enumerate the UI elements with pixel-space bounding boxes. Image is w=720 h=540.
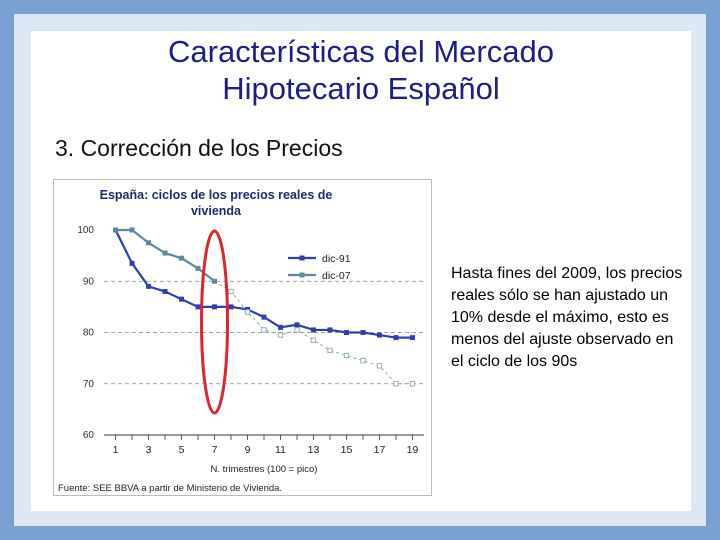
x-tick-label: 13 xyxy=(308,444,320,456)
legend-label-dic-07: dic-07 xyxy=(322,270,351,282)
x-tick-label: 1 xyxy=(113,444,119,456)
data-point-dic-91 xyxy=(376,332,382,338)
y-tick-label: 100 xyxy=(77,225,94,236)
x-tick-label: 17 xyxy=(374,444,386,456)
x-tick-label: 5 xyxy=(179,444,185,456)
chart-xlabel: N. trimestres (100 = pico) xyxy=(211,464,318,475)
chart-title-line2: vivienda xyxy=(191,204,242,218)
data-point-dic-07 xyxy=(409,381,416,387)
data-point-dic-07 xyxy=(393,381,399,387)
data-point-dic-07 xyxy=(228,288,234,295)
data-point-dic-91 xyxy=(393,335,399,341)
data-point-dic-07 xyxy=(310,337,317,343)
chart-panel: España: ciclos de los precios reales de … xyxy=(53,179,432,496)
data-point-dic-91 xyxy=(179,296,185,302)
data-point-dic-91 xyxy=(409,335,415,341)
slide-subtitle: 3. Corrección de los Precios xyxy=(55,135,343,161)
legend-label-dic-91: dic-91 xyxy=(322,253,351,265)
slide-title: Características del Mercado Hipotecario … xyxy=(31,33,691,107)
x-tick-label: 15 xyxy=(341,444,353,456)
data-point-dic-07 xyxy=(294,327,300,333)
data-point-dic-07 xyxy=(244,309,251,315)
data-point-dic-91 xyxy=(195,304,201,310)
data-point-dic-91 xyxy=(212,304,218,310)
legend-marker-dic-07 xyxy=(299,272,305,278)
data-point-dic-07 xyxy=(212,278,218,284)
slide-title-line2: Hipotecario Español xyxy=(222,71,500,106)
series-line-dic-91 xyxy=(114,229,413,339)
data-point-dic-07 xyxy=(146,240,152,246)
legend-marker-dic-91 xyxy=(299,255,305,261)
data-point-dic-07 xyxy=(360,358,366,364)
chart-source: Fuente: SEE BBVA a partir de Ministerio … xyxy=(58,483,282,494)
data-point-dic-91 xyxy=(360,330,366,335)
y-tick-label: 70 xyxy=(83,379,95,390)
data-point-dic-91 xyxy=(277,324,283,330)
data-point-dic-07 xyxy=(277,332,284,338)
y-tick-label: 80 xyxy=(83,328,95,339)
data-point-dic-07 xyxy=(113,227,119,233)
price-cycles-chart: España: ciclos de los precios reales de … xyxy=(58,188,424,494)
data-point-dic-91 xyxy=(327,327,333,333)
data-point-dic-07 xyxy=(129,227,135,233)
data-point-dic-07 xyxy=(327,347,333,354)
x-tick-label: 11 xyxy=(275,444,286,456)
series-line-dic-07 xyxy=(115,228,216,283)
data-point-dic-07 xyxy=(343,352,350,359)
data-point-dic-07 xyxy=(261,327,267,333)
data-point-dic-07 xyxy=(162,250,168,256)
data-point-dic-91 xyxy=(261,314,267,320)
highlight-ellipse xyxy=(200,229,230,415)
data-point-dic-91 xyxy=(129,260,135,266)
x-tick-label: 19 xyxy=(407,444,419,456)
data-point-dic-91 xyxy=(162,289,168,294)
x-tick-label: 7 xyxy=(212,444,218,456)
x-tick-label: 3 xyxy=(146,444,152,456)
data-point-dic-91 xyxy=(294,322,300,328)
data-point-dic-07 xyxy=(195,265,201,271)
data-point-dic-91 xyxy=(146,283,152,289)
data-point-dic-07 xyxy=(376,363,383,369)
slide: Características del Mercado Hipotecario … xyxy=(31,31,691,511)
y-tick-label: 60 xyxy=(83,430,95,441)
data-point-dic-91 xyxy=(310,327,316,333)
x-tick-label: 9 xyxy=(245,444,251,456)
data-point-dic-91 xyxy=(228,304,234,310)
y-tick-label: 90 xyxy=(83,276,95,287)
slide-title-line1: Características del Mercado xyxy=(168,34,554,69)
side-text: Hasta fines del 2009, los precios reales… xyxy=(451,265,683,370)
data-point-dic-91 xyxy=(343,330,349,335)
chart-title-line1: España: ciclos de los precios reales de xyxy=(100,188,333,202)
data-point-dic-07 xyxy=(179,255,185,261)
